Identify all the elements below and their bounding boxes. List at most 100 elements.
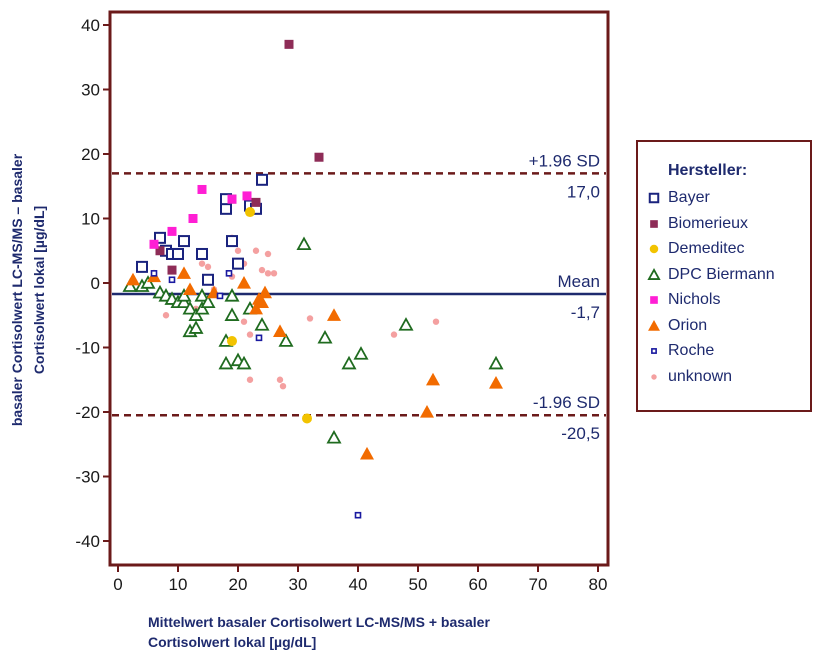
- plot-frame: [108, 10, 610, 567]
- legend-marker: [649, 244, 659, 254]
- data-point: [264, 270, 272, 277]
- legend-marker: [651, 373, 657, 380]
- series-demeditec: [227, 207, 312, 424]
- data-point: [341, 355, 357, 370]
- data-point: [246, 376, 254, 383]
- y-tick-label: 20: [81, 145, 100, 164]
- data-point: [225, 270, 233, 277]
- y-tick-label: 40: [81, 16, 100, 35]
- data-point: [236, 355, 252, 370]
- data-point: [226, 235, 238, 248]
- legend-item: Nichols: [646, 288, 720, 312]
- legend-item: Orion: [646, 314, 707, 338]
- data-point: [182, 300, 198, 315]
- data-point: [302, 413, 312, 424]
- data-point: [218, 355, 234, 370]
- legend-item: Demeditec: [646, 237, 744, 261]
- legend-marker: [647, 267, 661, 280]
- y-tick-label: 30: [81, 81, 100, 100]
- data-point: [317, 329, 333, 344]
- data-point: [162, 312, 170, 319]
- y-axis-title: basaler Cortisolwert LC-MS/MS – basaler C…: [9, 153, 47, 426]
- data-point: [168, 276, 176, 284]
- legend-label: Roche: [668, 342, 715, 359]
- legend-item: Bayer: [646, 186, 710, 210]
- data-point: [188, 320, 204, 334]
- upper-limit-value: 17,0: [567, 182, 600, 201]
- x-axis-title-line-1: Mittelwert basaler Cortisolwert LC-MS/MS…: [148, 614, 490, 630]
- legend-symbol: [651, 373, 657, 380]
- lower-limit-label: -1.96 SD: [533, 393, 600, 412]
- data-point: [126, 272, 140, 286]
- series-dpc-biermann: [122, 236, 504, 444]
- data-point: [216, 292, 224, 300]
- legend-marker: [651, 348, 657, 354]
- data-point: [234, 247, 242, 254]
- y-axis-title-line-1: basaler Cortisolwert LC-MS/MS – basaler: [9, 153, 25, 426]
- y-tick-label: -30: [75, 468, 100, 487]
- data-point: [177, 266, 191, 279]
- data-point: [489, 375, 503, 389]
- data-point: [200, 294, 216, 309]
- data-point: [264, 250, 272, 258]
- x-tick-label: 50: [409, 575, 428, 594]
- legend-marker: [650, 219, 658, 228]
- legend-label: DPC Biermann: [668, 265, 775, 283]
- mean-value: -1,7: [571, 303, 600, 322]
- data-point: [149, 239, 159, 249]
- legend-label: Demeditec: [668, 240, 745, 257]
- data-point: [279, 383, 287, 390]
- data-point: [390, 331, 398, 338]
- data-point: [249, 301, 263, 315]
- data-point: [122, 278, 138, 292]
- legend-symbol: [650, 296, 658, 304]
- legend-symbol: [649, 244, 659, 254]
- data-point: [251, 197, 261, 207]
- data-point: [136, 260, 148, 273]
- data-point: [140, 275, 156, 289]
- legend-marker: [650, 296, 658, 304]
- data-point: [273, 324, 287, 337]
- data-point: [296, 236, 312, 251]
- legend-symbol: [650, 219, 658, 228]
- lower-limit-value: -20,5: [561, 424, 600, 443]
- data-point: [224, 288, 240, 302]
- data-point: [154, 231, 166, 244]
- data-point: [432, 318, 440, 325]
- x-tick-label: 80: [589, 575, 608, 594]
- data-point: [183, 282, 197, 296]
- legend-symbol: [648, 192, 660, 204]
- x-tick-label: 20: [229, 575, 248, 594]
- data-point: [354, 511, 362, 519]
- legend-label: unknown: [668, 367, 733, 385]
- series-nichols: [149, 184, 252, 249]
- x-tick-label: 0: [113, 575, 122, 594]
- data-point: [398, 317, 414, 331]
- data-point: [204, 263, 212, 271]
- data-point: [202, 273, 214, 286]
- data-point: [360, 446, 374, 460]
- x-tick-label: 70: [529, 575, 548, 594]
- data-point: [245, 207, 255, 218]
- mean-label: Mean: [557, 272, 600, 291]
- data-point: [314, 152, 324, 162]
- legend: Hersteller: Bayer Biomerieux Demeditec DPC …: [636, 140, 812, 412]
- data-point: [488, 355, 504, 370]
- upper-limit-label: +1.96 SD: [529, 151, 600, 170]
- legend-label: Bayer: [668, 189, 710, 206]
- data-point: [188, 307, 204, 321]
- data-point: [198, 260, 206, 267]
- data-point: [194, 300, 210, 315]
- data-point: [426, 372, 440, 386]
- data-point: [353, 346, 369, 360]
- data-point: [188, 214, 198, 223]
- data-point: [167, 265, 177, 275]
- legend-label: Orion: [668, 316, 708, 334]
- data-point: [276, 376, 284, 383]
- data-point: [194, 288, 210, 302]
- data-point: [167, 226, 177, 236]
- data-point: [255, 334, 263, 342]
- legend-marker: [648, 192, 660, 204]
- data-point: [252, 247, 260, 254]
- legend-item: Biomerieux: [646, 212, 748, 236]
